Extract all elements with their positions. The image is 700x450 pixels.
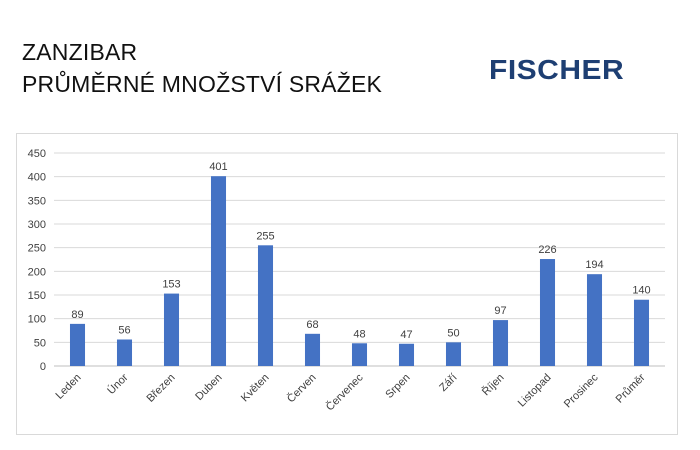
x-tick-label: Září	[437, 372, 459, 394]
bar	[116, 339, 133, 366]
chart-title: ZANZIBAR PRŮMĚRNÉ MNOŽSTVÍ SRÁŽEK	[22, 36, 382, 100]
data-label: 56	[118, 324, 130, 336]
y-tick-label: 50	[34, 337, 46, 349]
title-line-2: PRŮMĚRNÉ MNOŽSTVÍ SRÁŽEK	[22, 71, 383, 97]
data-label: 140	[632, 285, 650, 297]
data-label: 194	[585, 259, 603, 271]
x-tick-label: Duben	[193, 372, 224, 403]
x-tick-label: Červenec	[323, 371, 366, 414]
title-line-1: ZANZIBAR	[22, 39, 138, 65]
x-tick-label: Červen	[284, 371, 318, 405]
data-label: 50	[447, 327, 459, 339]
data-label: 153	[162, 279, 180, 291]
y-tick-label: 200	[28, 266, 46, 278]
x-tick-label: Listopad	[516, 372, 554, 410]
bar	[633, 299, 650, 366]
x-tick-label: Leden	[54, 372, 84, 402]
data-label: 47	[400, 329, 412, 341]
bar	[351, 343, 368, 366]
y-tick-label: 0	[40, 361, 46, 373]
data-label: 97	[494, 305, 506, 317]
x-tick-label: Průměr	[614, 371, 648, 405]
bar	[304, 333, 321, 366]
y-tick-label: 300	[28, 219, 46, 231]
y-tick-label: 450	[28, 148, 46, 160]
y-tick-label: 250	[28, 243, 46, 255]
x-tick-label: Květen	[239, 372, 272, 405]
bar	[492, 320, 509, 366]
bar	[586, 274, 603, 366]
data-label: 68	[306, 319, 318, 331]
y-tick-label: 100	[28, 314, 46, 326]
bar	[69, 323, 86, 366]
x-tick-label: Březen	[144, 372, 177, 405]
data-label: 401	[209, 161, 227, 173]
bar	[398, 343, 415, 366]
data-label: 89	[71, 309, 83, 321]
fischer-logo: FISCHER	[489, 55, 625, 86]
data-label: 255	[256, 230, 274, 242]
bar	[210, 176, 227, 366]
data-label: 226	[538, 244, 556, 256]
x-tick-label: Únor	[105, 371, 131, 397]
y-tick-label: 400	[28, 172, 46, 184]
x-tick-label: Říjen	[479, 371, 506, 398]
chart-area	[16, 133, 678, 435]
x-tick-label: Prosinec	[562, 371, 601, 410]
bar	[257, 245, 274, 366]
y-tick-label: 150	[28, 290, 46, 302]
y-tick-label: 350	[28, 195, 46, 207]
bar	[445, 342, 462, 366]
data-label: 48	[353, 328, 365, 340]
x-tick-label: Srpen	[383, 372, 412, 401]
bar	[539, 259, 556, 366]
bar	[163, 293, 180, 366]
